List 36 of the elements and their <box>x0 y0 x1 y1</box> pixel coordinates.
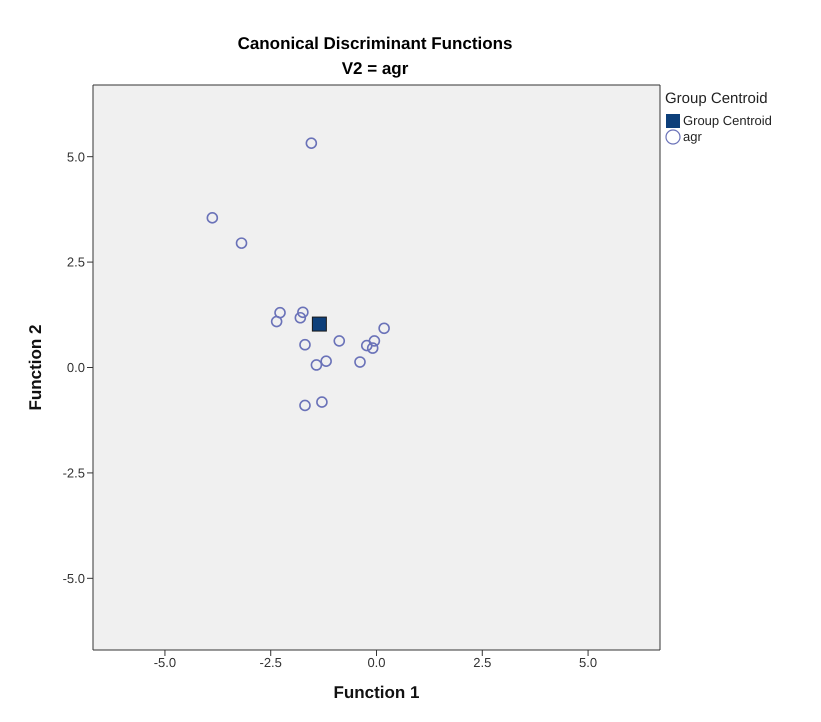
point <box>299 338 311 351</box>
x-tick-label: 2.5 <box>473 655 492 670</box>
point <box>299 400 311 412</box>
point <box>294 312 306 324</box>
legend-label: agr <box>683 129 702 145</box>
chart-subtitle: V2 = agr <box>340 59 410 79</box>
point <box>306 137 318 149</box>
legend-title: Group Centroid <box>665 90 769 107</box>
point <box>270 316 282 328</box>
x-tick-label: -5.0 <box>154 655 176 670</box>
point <box>378 322 390 334</box>
point <box>316 396 328 408</box>
legend-label: Group Centroid <box>683 113 772 129</box>
y-tick-label: 5.0 <box>66 149 85 164</box>
point <box>366 342 378 354</box>
chart-title: Canonical Discriminant Functions <box>236 34 514 54</box>
y-tick-label: -5.0 <box>62 570 85 586</box>
point <box>312 316 327 332</box>
point <box>354 356 366 368</box>
point <box>360 340 373 352</box>
point <box>310 359 322 371</box>
point <box>274 306 286 318</box>
y-tick-label: 0.0 <box>66 360 85 376</box>
point <box>206 212 218 224</box>
y-tick-label: -2.5 <box>62 466 85 481</box>
x-tick-label: -2.5 <box>260 655 282 670</box>
point <box>320 355 332 367</box>
point <box>297 306 309 318</box>
y-axis-title: Function 2 <box>26 324 46 410</box>
y-tick-label: 2.5 <box>66 254 85 270</box>
point <box>236 237 248 249</box>
x-axis-title: Function 1 <box>334 683 420 702</box>
point <box>368 335 380 347</box>
x-tick-label: 5.0 <box>579 655 598 670</box>
point <box>333 335 346 347</box>
x-tick-label: 0.0 <box>367 655 386 670</box>
